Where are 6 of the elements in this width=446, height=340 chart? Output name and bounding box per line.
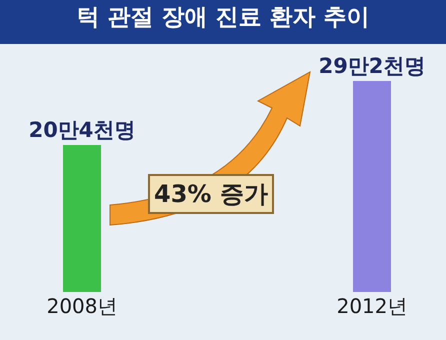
chart-title: 턱 관절 장애 진료 환자 추이 xyxy=(76,4,370,31)
x-tick-label: 2012년 xyxy=(336,294,408,318)
annotation: 43% 증가 xyxy=(154,180,268,208)
data-label: 20만4천명 xyxy=(28,118,136,142)
data-label: 29만2천명 xyxy=(318,54,426,78)
x-tick-label: 2008년 xyxy=(46,294,118,318)
